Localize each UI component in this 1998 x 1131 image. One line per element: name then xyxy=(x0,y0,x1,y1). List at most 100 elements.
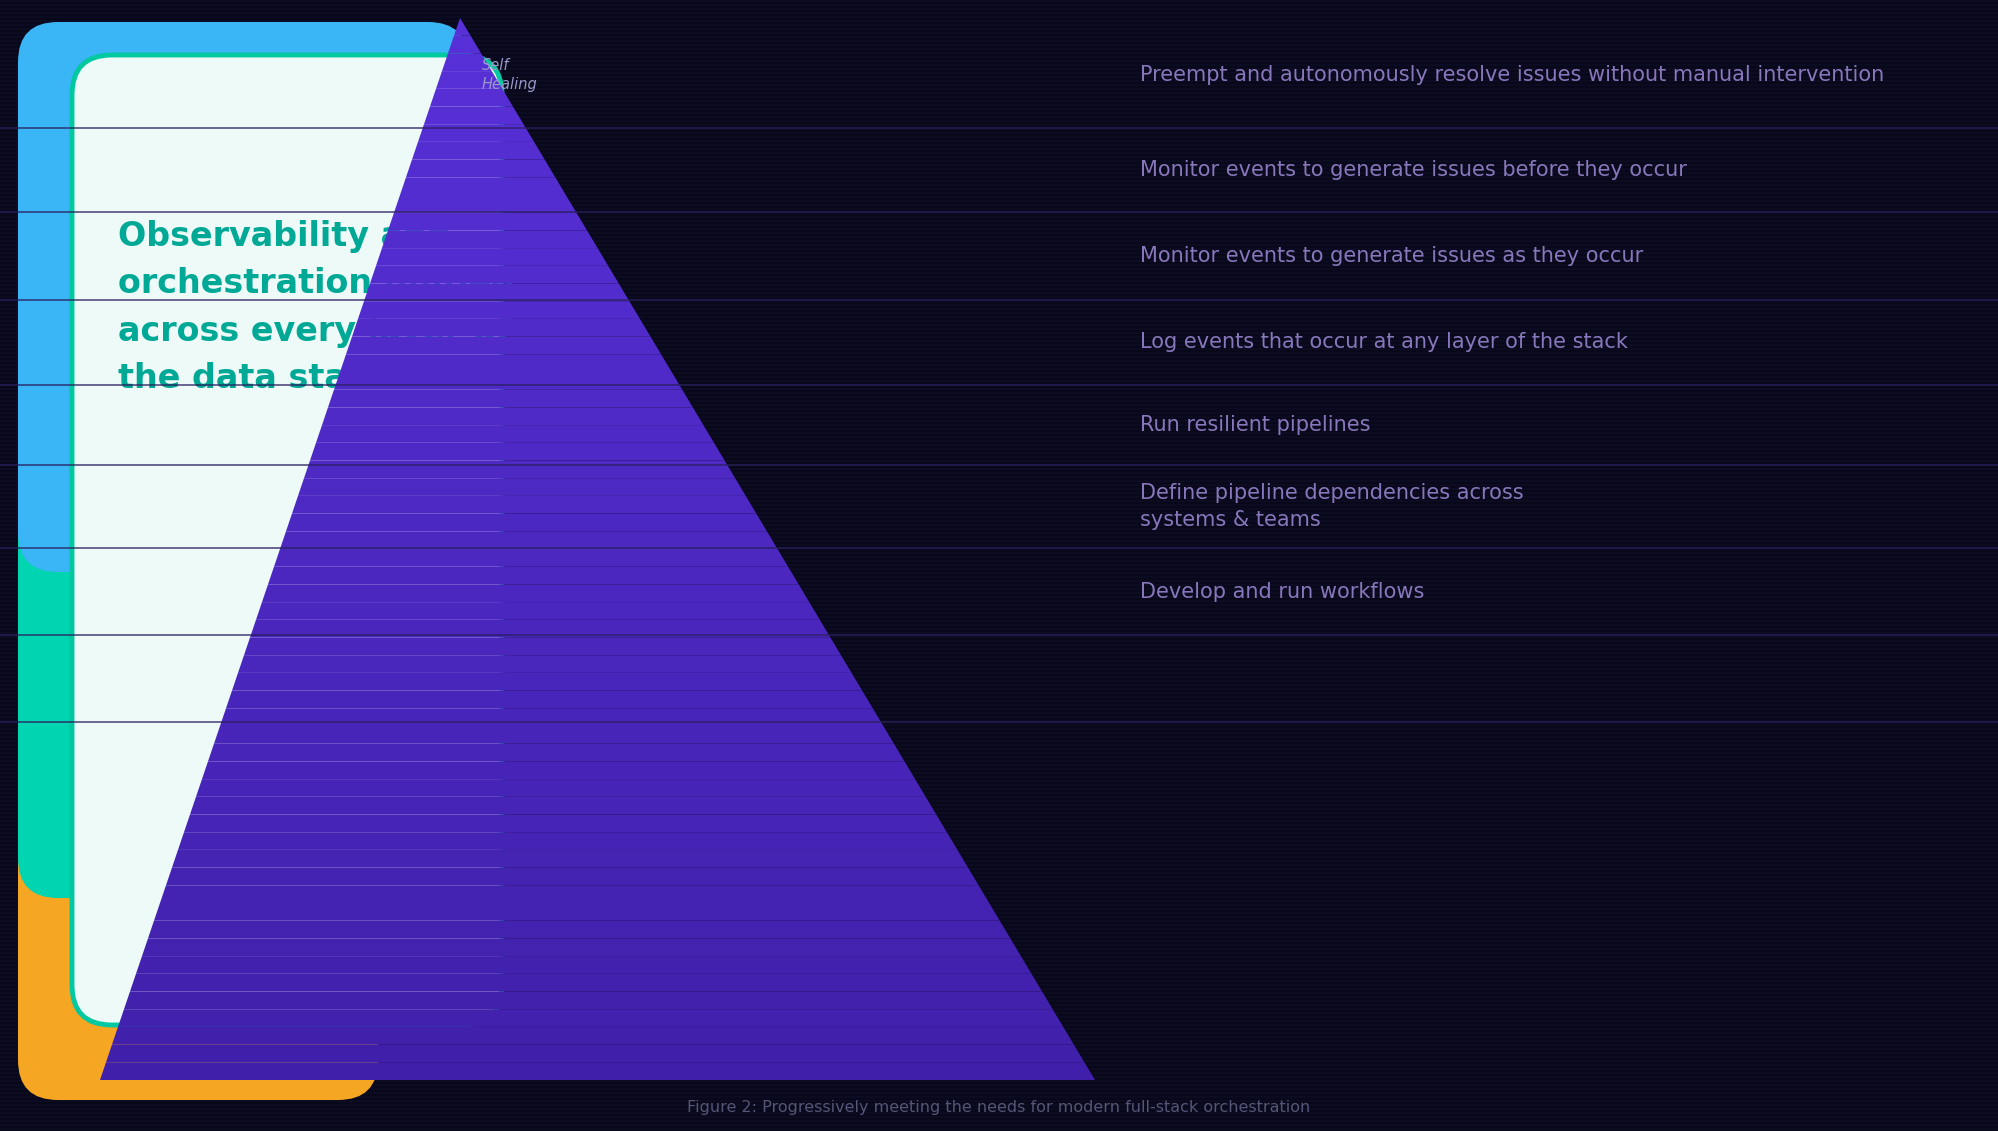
Bar xyxy=(0,528,1998,530)
Bar xyxy=(0,211,1998,214)
Bar xyxy=(0,740,1998,742)
Polygon shape xyxy=(394,195,575,213)
Text: Develop and run workflows: Develop and run workflows xyxy=(1139,581,1425,602)
Bar xyxy=(0,52,1998,54)
Bar xyxy=(0,159,1998,162)
Bar xyxy=(0,916,1998,918)
Bar xyxy=(0,68,1998,70)
Bar xyxy=(0,752,1998,754)
Bar xyxy=(0,1116,1998,1119)
Bar xyxy=(0,364,1998,366)
Bar xyxy=(0,236,1998,238)
Bar xyxy=(0,340,1998,342)
Bar xyxy=(0,936,1998,938)
Polygon shape xyxy=(100,1062,1095,1080)
Bar xyxy=(0,320,1998,322)
Bar xyxy=(0,184,1998,185)
Bar xyxy=(0,200,1998,202)
Polygon shape xyxy=(184,814,947,832)
Bar xyxy=(0,720,1998,722)
Bar xyxy=(0,703,1998,706)
Bar xyxy=(0,1088,1998,1090)
Bar xyxy=(0,252,1998,254)
Bar xyxy=(0,608,1998,610)
Bar xyxy=(0,696,1998,698)
Bar xyxy=(0,984,1998,986)
Bar xyxy=(0,136,1998,138)
Bar xyxy=(0,100,1998,102)
Bar xyxy=(0,0,1998,2)
Bar xyxy=(0,20,1998,21)
Bar xyxy=(0,156,1998,158)
Bar xyxy=(0,520,1998,523)
Bar xyxy=(0,16,1998,18)
Bar xyxy=(0,288,1998,290)
Polygon shape xyxy=(406,159,555,178)
Bar xyxy=(0,240,1998,242)
Polygon shape xyxy=(364,284,629,301)
Polygon shape xyxy=(238,655,851,673)
Text: Self
Healing: Self Healing xyxy=(482,58,537,93)
Polygon shape xyxy=(268,567,799,585)
Bar xyxy=(0,104,1998,106)
Bar xyxy=(0,116,1998,118)
Polygon shape xyxy=(418,124,533,141)
Bar xyxy=(0,732,1998,734)
Polygon shape xyxy=(118,1009,1063,1027)
Bar xyxy=(0,544,1998,546)
Bar xyxy=(0,60,1998,62)
Polygon shape xyxy=(262,585,809,602)
Bar xyxy=(0,632,1998,634)
Bar xyxy=(0,748,1998,750)
Bar xyxy=(0,356,1998,359)
Polygon shape xyxy=(250,620,829,638)
Bar xyxy=(0,1041,1998,1042)
Bar xyxy=(0,504,1998,506)
Bar xyxy=(0,144,1998,146)
Bar xyxy=(0,333,1998,334)
Bar xyxy=(0,867,1998,870)
Text: Define pipeline dependencies across
systems & teams: Define pipeline dependencies across syst… xyxy=(1139,483,1522,530)
Bar xyxy=(0,57,1998,58)
Bar xyxy=(0,435,1998,438)
Bar xyxy=(0,948,1998,950)
Polygon shape xyxy=(274,549,787,567)
Bar xyxy=(0,1093,1998,1094)
Bar xyxy=(0,124,1998,126)
Polygon shape xyxy=(292,495,755,513)
Text: Figure 2: Progressively meeting the needs for modern full-stack orchestration: Figure 2: Progressively meeting the need… xyxy=(687,1100,1311,1115)
Bar xyxy=(0,128,1998,130)
Polygon shape xyxy=(388,213,587,231)
Bar xyxy=(0,512,1998,513)
Bar xyxy=(0,539,1998,542)
Bar xyxy=(0,480,1998,482)
Bar xyxy=(0,492,1998,494)
Bar xyxy=(0,828,1998,830)
Bar xyxy=(0,80,1998,83)
Bar xyxy=(0,276,1998,278)
Polygon shape xyxy=(448,36,482,53)
Bar xyxy=(0,904,1998,906)
Bar xyxy=(0,392,1998,394)
Bar xyxy=(0,208,1998,210)
Bar xyxy=(0,300,1998,302)
Polygon shape xyxy=(178,832,957,849)
Bar xyxy=(0,684,1998,687)
Polygon shape xyxy=(148,921,1009,939)
Bar xyxy=(0,296,1998,297)
Bar xyxy=(0,700,1998,702)
Bar xyxy=(0,656,1998,658)
Bar xyxy=(0,724,1998,726)
Bar xyxy=(0,888,1998,890)
Bar xyxy=(0,204,1998,206)
Bar xyxy=(0,424,1998,426)
Text: Monitor events to generate issues as they occur: Monitor events to generate issues as the… xyxy=(1139,247,1642,266)
Text: Observability and
orchestration unified
across every layer of
the data stack: Observability and orchestration unified … xyxy=(118,221,515,395)
Bar xyxy=(0,1072,1998,1074)
Bar xyxy=(0,672,1998,674)
Bar xyxy=(0,1060,1998,1062)
Bar xyxy=(0,1031,1998,1034)
Polygon shape xyxy=(370,266,619,284)
Polygon shape xyxy=(310,443,723,460)
Bar xyxy=(0,1036,1998,1038)
